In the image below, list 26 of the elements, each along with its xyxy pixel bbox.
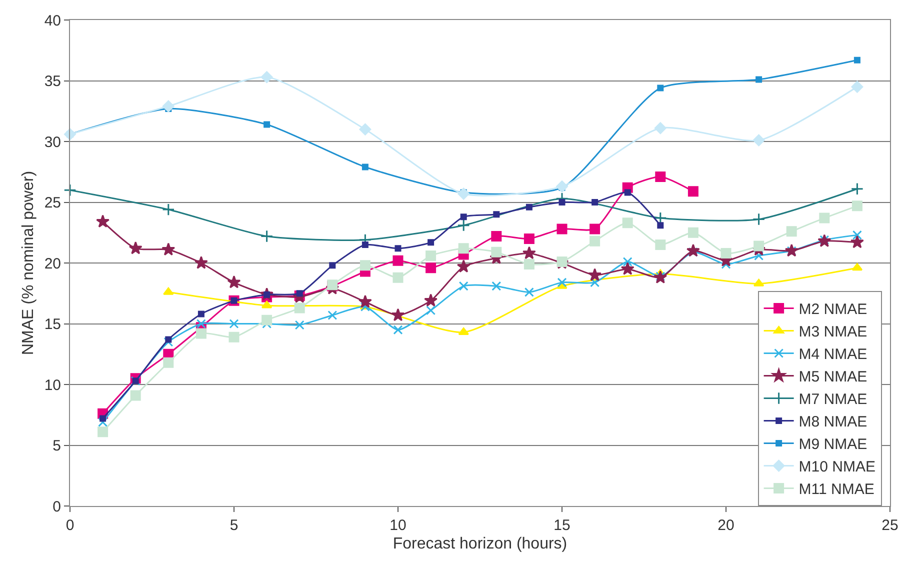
x-axis-title: Forecast horizon (hours) bbox=[392, 536, 568, 553]
legend-label: M3 NMAE bbox=[798, 324, 868, 341]
legend-label: M7 NMAE bbox=[798, 391, 868, 408]
legend-label: M10 NMAE bbox=[798, 458, 876, 476]
legend-label: M11 NMAE bbox=[798, 481, 874, 498]
x-tick-label: 20 bbox=[718, 517, 734, 534]
x-tick-label: 0 bbox=[66, 517, 74, 534]
x-tick-label: 5 bbox=[230, 517, 238, 534]
legend-label: M5 NMAE bbox=[798, 368, 868, 386]
y-tick-label: 40 bbox=[44, 12, 61, 30]
y-tick-label: 0 bbox=[52, 498, 61, 516]
x-tick-label: 15 bbox=[554, 517, 570, 534]
y-tick-label: 30 bbox=[44, 134, 61, 151]
legend-label: M9 NMAE bbox=[798, 436, 868, 454]
y-tick-label: 35 bbox=[44, 73, 61, 90]
legend-label: M4 NMAE bbox=[798, 346, 868, 364]
x-tick-label: 10 bbox=[390, 517, 406, 534]
y-tick-label: 20 bbox=[44, 255, 61, 272]
legend-label: M2 NMAE bbox=[798, 301, 868, 318]
y-axis-title: NMAE (% nominal power) bbox=[20, 170, 38, 356]
y-tick-label: 10 bbox=[44, 376, 61, 394]
x-tick-label: 25 bbox=[882, 517, 898, 534]
y-tick-label: 15 bbox=[44, 316, 61, 333]
y-tick-label: 25 bbox=[44, 194, 61, 212]
y-tick-label: 5 bbox=[52, 438, 61, 454]
legend-label: M8 NMAE bbox=[798, 414, 868, 431]
